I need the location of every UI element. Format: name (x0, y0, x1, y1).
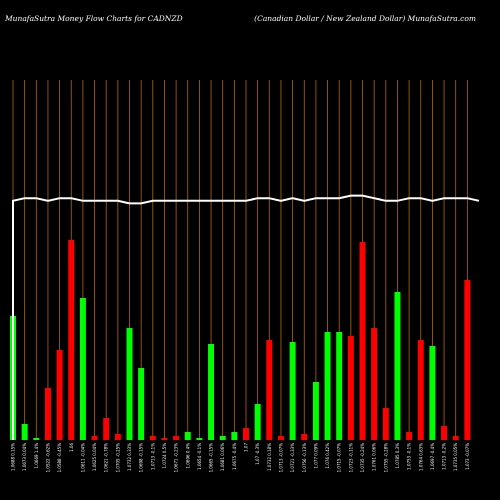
bar (382, 408, 389, 440)
bar (208, 344, 215, 440)
chart-title-left: MunafaSutra Money Flow Charts for CADNZD (4, 14, 183, 23)
bar (173, 436, 180, 440)
x-tick-label: 1.0732 0.18% (267, 443, 272, 471)
x-tick-label: 1.0753 -0.1% (407, 443, 412, 470)
x-tick-label: 1.0665 -0.15% (209, 443, 214, 473)
bar (231, 432, 238, 440)
x-tick-label: 1.0669 1.4% (34, 443, 39, 469)
bar (429, 346, 436, 440)
bar (359, 242, 366, 440)
bar (464, 280, 471, 440)
x-tick-label: 1.0721 -0.33% (290, 443, 295, 473)
bar (254, 404, 261, 440)
bar (441, 426, 448, 440)
x-tick-label: 1.0764 0.63% (418, 443, 423, 471)
x-tick-label: 1.0713 -0.2% (442, 443, 447, 470)
x-tick-label: 1.0785 0.3% (395, 443, 400, 469)
bar (452, 436, 459, 440)
x-tick-label: 1.077 0.09% (313, 443, 318, 469)
price-line (12, 194, 480, 440)
bar (301, 434, 308, 440)
x-tick-label: 1.073 -0.07% (465, 443, 470, 470)
bar (371, 328, 378, 440)
x-tick-label: 1.0735 -0.24% (360, 443, 365, 473)
bar (312, 382, 319, 440)
x-tick-label: 1.0671 -0.23% (174, 443, 179, 473)
bar (347, 336, 354, 440)
bar (336, 332, 343, 440)
bar (219, 436, 226, 440)
x-tick-label: 1.06 (69, 443, 74, 452)
bar (406, 432, 413, 440)
x-tick-label: 1.0713 -0.1% (150, 443, 155, 470)
x-tick-label: 1.0673 0.04% (22, 443, 27, 471)
x-tick-label: 1.0654 -0.1% (197, 443, 202, 470)
bar (138, 368, 145, 440)
bar (149, 436, 156, 440)
x-tick-label: 1.0688 0.15% (11, 443, 16, 471)
x-tick-label: 1.0735 0.05% (453, 443, 458, 471)
x-tick-label: 1.0761 0.06% (372, 443, 377, 471)
x-tick-labels: 1.0688 0.15% 1.0673 0.04% 1.0669 1.4% 1.052… (11, 443, 470, 473)
x-tick-label: 1.0588 -0.45% (57, 443, 62, 473)
x-tick-label: 1.0723 -0.11% (348, 443, 353, 473)
bar (277, 436, 284, 440)
x-tick-label: 1.0705 -0.25% (115, 443, 120, 473)
bar (417, 340, 424, 440)
chart-title-right: (Canadian Dollar / New Zealand Dollar) M… (254, 14, 476, 23)
bar (184, 432, 191, 440)
bar (79, 298, 86, 440)
bar (161, 438, 168, 440)
bar (114, 434, 121, 440)
bar (243, 428, 249, 440)
bar (103, 418, 110, 440)
x-tick-label: 1.0522 -0.62% (45, 443, 50, 473)
bar (394, 292, 401, 440)
bar (56, 350, 63, 440)
x-tick-label: 1.0724 0.5% (162, 443, 167, 469)
x-tick-label: 1.076 0.42% (325, 443, 330, 469)
bar (196, 438, 203, 440)
x-tick-label: 1.0621 -0.78% (104, 443, 109, 473)
bar (33, 438, 40, 440)
x-tick-label: 1.0611 -0.04% (80, 443, 85, 473)
x-tick-label: 1.0698 -0.15% (139, 443, 144, 473)
bar (324, 332, 331, 440)
x-tick-label: 1.0697 -0.4% (430, 443, 435, 470)
x-tick-label: 1.0696 0.4% (185, 443, 190, 469)
x-tick-label: 1.0625 0.04% (92, 443, 97, 471)
bar (126, 328, 133, 440)
bar (44, 388, 51, 440)
bar (266, 340, 273, 440)
x-tick-label: 1.0732 0.33% (127, 443, 132, 471)
bar (289, 342, 296, 440)
bar (91, 436, 98, 440)
x-tick-label: 1.07 -0.3% (255, 443, 260, 465)
x-tick-label: 1.0756 -0.13% (302, 443, 307, 473)
bar (68, 240, 75, 440)
x-tick-label: 1.0755 -0.28% (383, 443, 388, 473)
x-tick-label: 1.0675 -0.4% (232, 443, 237, 470)
bar (21, 424, 28, 440)
x-tick-label: 1.0715 -0.07% (337, 443, 342, 473)
x-tick-label: 1.07 (244, 443, 249, 452)
x-tick-label: 1.0681 0.06% (220, 443, 225, 471)
x-tick-label: 1.0713 -0.07% (278, 443, 283, 473)
